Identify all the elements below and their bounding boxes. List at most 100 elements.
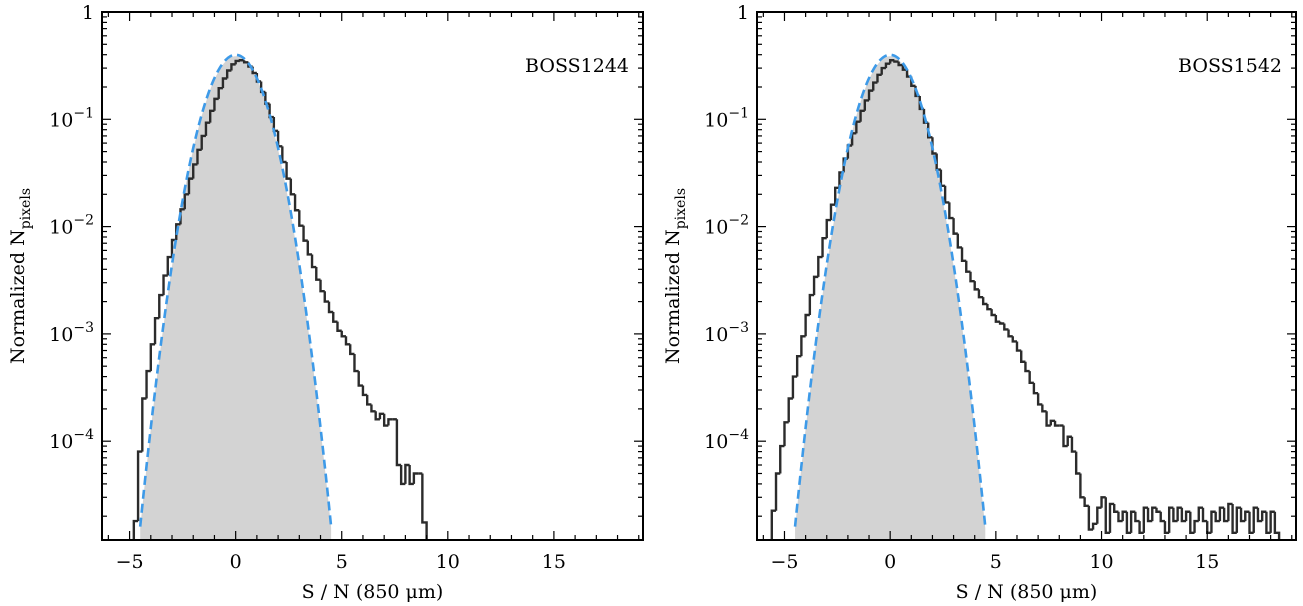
- histogram-bin: [395, 419, 402, 467]
- y-tick-label: 10−2: [704, 213, 749, 239]
- histogram-bin: [965, 260, 971, 273]
- histogram-bin: [783, 421, 789, 447]
- y-tick-label: 10−3: [49, 320, 94, 346]
- histogram-bin: [315, 267, 321, 281]
- histogram-bin: [166, 255, 173, 276]
- histogram-bin: [1269, 510, 1275, 533]
- histogram-bin: [927, 122, 933, 139]
- histogram-bin: [1163, 521, 1170, 535]
- panel-boss1542: −5 0 5 10 15 1 10−1 10−2 10−3 10−4 S / N (850 μm) N…: [662, 2, 1297, 603]
- histogram-bin: [1256, 507, 1263, 523]
- histogram-bin: [981, 297, 988, 306]
- axes-frame: [756, 11, 1297, 541]
- histogram-bin: [986, 303, 992, 311]
- histogram-bin: [998, 321, 1005, 325]
- x-tick-label: 15: [1195, 551, 1219, 573]
- histogram-bin: [1129, 510, 1136, 533]
- histogram-bin: [336, 321, 342, 332]
- histogram-bin: [1015, 341, 1022, 352]
- histogram-bin: [787, 397, 793, 423]
- histogram-bin: [1062, 425, 1068, 448]
- histogram-bin: [1007, 329, 1013, 338]
- histogram-bin: [209, 109, 215, 123]
- x-tick-label: 5: [990, 551, 1002, 573]
- histogram-bin: [276, 130, 283, 148]
- histogram-bin: [302, 225, 308, 242]
- y-tick-label: 1: [82, 2, 94, 24]
- plot-area: [132, 53, 428, 540]
- histogram-bin: [876, 73, 882, 83]
- histogram-bin: [1210, 510, 1216, 533]
- histogram-bin: [1260, 510, 1267, 522]
- histogram-bin: [1189, 511, 1195, 535]
- histogram-bin: [829, 203, 836, 221]
- histogram-bin: [1104, 497, 1110, 535]
- histogram-bin: [230, 63, 236, 71]
- histogram-bin: [1155, 507, 1161, 513]
- histogram-bin: [1024, 361, 1030, 373]
- histogram-bin: [340, 330, 346, 338]
- histogram-bin: [969, 271, 975, 283]
- histogram-bin: [344, 336, 351, 346]
- histogram-bin: [1159, 511, 1165, 523]
- histogram-bin: [234, 59, 240, 65]
- y-tick-label: 10−3: [704, 320, 749, 346]
- panel-label: BOSS1244: [525, 55, 629, 77]
- histogram-bin: [1100, 496, 1106, 508]
- histogram-bin: [404, 463, 410, 484]
- x-tick-label: 10: [436, 551, 460, 573]
- y-tick-label: 10−1: [49, 105, 94, 131]
- histogram-bin: [132, 519, 139, 540]
- histogram-bin: [821, 236, 827, 258]
- histogram-bin: [421, 473, 428, 540]
- x-axis-label: S / N (850 μm): [956, 581, 1098, 603]
- histogram-bin: [399, 465, 406, 486]
- histogram-bin: [935, 153, 941, 171]
- histogram-bin: [1176, 506, 1182, 522]
- histogram-bin: [1134, 511, 1140, 523]
- x-tick-label: −5: [116, 551, 144, 573]
- axes-frame: [101, 11, 644, 541]
- x-tick-label: 5: [336, 551, 348, 573]
- histogram-bin: [956, 233, 963, 249]
- histogram-bin: [1197, 506, 1203, 522]
- histogram-bin: [1117, 511, 1123, 523]
- histogram-bin: [872, 81, 878, 91]
- histogram-bin: [378, 412, 385, 420]
- histogram-bin: [1011, 336, 1017, 343]
- histogram-bin: [1167, 506, 1174, 533]
- histogram-bin: [204, 121, 211, 136]
- histogram-bin: [1146, 507, 1153, 523]
- histogram-bin: [977, 289, 984, 299]
- histogram-bin: [1003, 323, 1009, 331]
- histogram-bin: [357, 371, 363, 387]
- histogram-bin: [1265, 511, 1271, 535]
- ticks: [757, 11, 1296, 540]
- histogram-bin: [285, 162, 291, 180]
- histogram-bin: [1036, 393, 1043, 406]
- histogram-bin: [939, 169, 946, 187]
- panel-label: BOSS1542: [1178, 55, 1282, 77]
- histogram-bin: [242, 60, 249, 64]
- histogram-bin: [1028, 371, 1034, 385]
- histogram-bin: [880, 66, 886, 75]
- histogram-bin: [1273, 511, 1281, 540]
- y-tick-label: 10−2: [49, 213, 94, 239]
- histogram-bin: [200, 134, 206, 150]
- histogram-bin: [1222, 507, 1229, 523]
- histogram-bin: [888, 59, 895, 64]
- histogram-bin: [319, 279, 325, 293]
- histogram-bin: [859, 109, 865, 122]
- histogram-bin: [327, 301, 334, 314]
- histogram-bin: [382, 413, 389, 427]
- histogram-bin: [298, 210, 304, 227]
- histogram-bin: [1020, 350, 1026, 363]
- y-tick-label: 10−1: [704, 105, 749, 131]
- histogram-bin: [183, 193, 189, 210]
- histogram-bin: [812, 275, 819, 296]
- histogram-bin: [289, 178, 296, 196]
- histogram-bin: [1096, 506, 1102, 524]
- histogram-bin: [310, 254, 317, 269]
- histogram-steps: [770, 59, 1281, 540]
